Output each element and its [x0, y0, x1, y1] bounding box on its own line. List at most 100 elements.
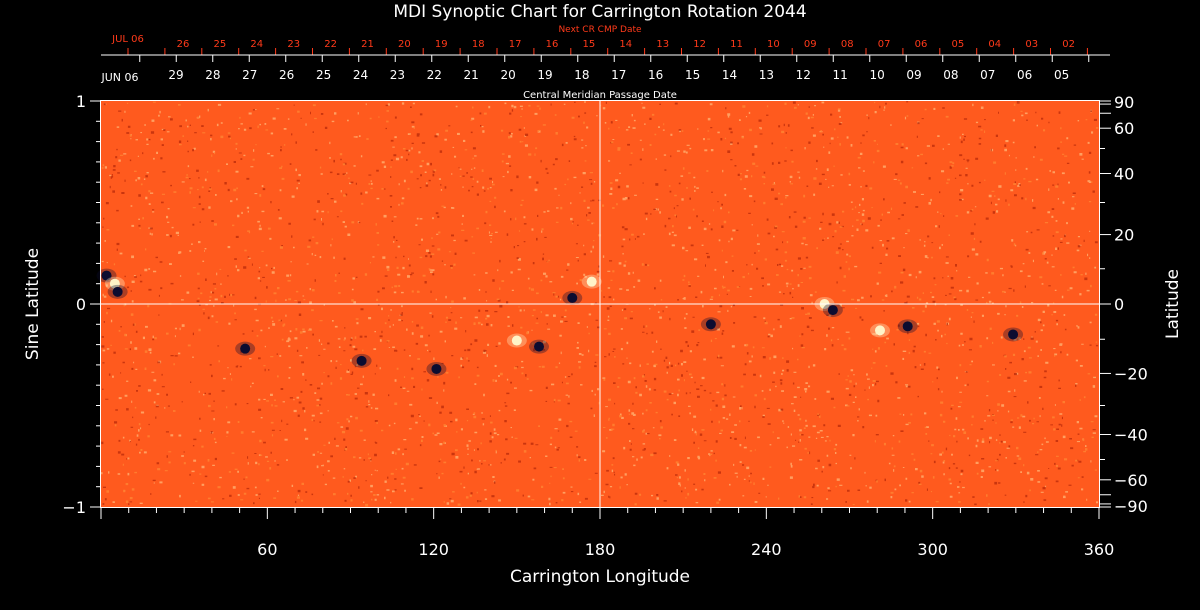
cmp-date-label: 23: [390, 68, 405, 82]
cmp-date-label: 20: [500, 68, 515, 82]
y-right-tick-label: −60: [1114, 471, 1148, 490]
cmp-date-label: 22: [427, 68, 442, 82]
next-cmp-date-label: 25: [214, 39, 227, 50]
next-cmp-date-label: 05: [952, 39, 965, 50]
next-cmp-date-label: 21: [361, 39, 374, 50]
active-region-negative: [567, 292, 578, 303]
x-tick-label: 180: [585, 540, 616, 559]
next-cmp-axis-title: Next CR CMP Date: [558, 25, 642, 35]
cmp-date-label: 15: [685, 68, 700, 82]
x-axis-label: Carrington Longitude: [510, 567, 690, 587]
cmp-date-label: 09: [906, 68, 921, 82]
cmp-start-label: JUN 06: [100, 71, 138, 84]
y-right-tick-label: 0: [1114, 295, 1124, 314]
next-cmp-date-label: 19: [435, 39, 448, 50]
x-tick-label: 120: [418, 540, 449, 559]
next-cmp-date-label: 02: [1062, 39, 1075, 50]
y-right-tick-label: −40: [1114, 425, 1148, 444]
cmp-date-label: 16: [648, 68, 663, 82]
cmp-date-label: 29: [168, 68, 183, 82]
next-cmp-date-label: 09: [804, 39, 817, 50]
magnetogram-plot: [96, 100, 1100, 508]
x-tick-label: 300: [917, 540, 948, 559]
cmp-date-label: 25: [316, 68, 331, 82]
cmp-axis: 29 28 27 26 25 24 23 22 21 20 19 18 17 16 15 14 13 12 11 10…: [101, 54, 1110, 82]
y-right-tick-label: −90: [1114, 497, 1148, 516]
next-cmp-date-label: 17: [509, 39, 522, 50]
next-cmp-date-label: 07: [878, 39, 891, 50]
cmp-date-label: 24: [353, 68, 368, 82]
active-region-negative: [101, 270, 112, 281]
active-region-positive: [874, 325, 885, 336]
next-cmp-date-label: 06: [915, 39, 928, 50]
cmp-date-label: 18: [574, 68, 589, 82]
y-axis-right: 90 60 40 20 0 −20 −40 −60 −90: [1099, 93, 1148, 516]
active-region-positive: [586, 276, 597, 287]
x-tick-label: 360: [1084, 540, 1115, 559]
y-right-tick-label: 90: [1114, 93, 1134, 112]
y-right-tick-label: −20: [1114, 364, 1148, 383]
cmp-date-label: 06: [1017, 68, 1032, 82]
texture-dark: [101, 101, 1099, 506]
y-left-tick-label: 1: [76, 92, 86, 111]
next-cmp-date-label: 24: [250, 39, 263, 50]
cmp-date-label: 19: [537, 68, 552, 82]
active-region-negative: [534, 341, 545, 352]
cmp-date-label: 14: [722, 68, 737, 82]
next-cmp-axis: 26 25 24 23 22 21 20 19 18 17 16 15 14 13 12 11 10 09 08 07…: [101, 39, 1100, 56]
cmp-date-label: 08: [943, 68, 958, 82]
next-cmp-date-label: 11: [730, 39, 743, 50]
next-cmp-date-label: 10: [767, 39, 780, 50]
y-left-tick-label: 0: [76, 295, 86, 314]
next-cmp-date-label: 08: [841, 39, 854, 50]
y-axis-right-label: Latitude: [1163, 269, 1183, 339]
cmp-date-label: 17: [611, 68, 626, 82]
active-region-negative: [902, 321, 913, 332]
next-cmp-date-label: 04: [988, 39, 1001, 50]
next-cmp-date-label: 18: [472, 39, 485, 50]
next-cmp-date-label: 03: [1025, 39, 1038, 50]
next-cmp-date-label: 16: [546, 39, 559, 50]
next-cmp-date-label: 23: [287, 39, 300, 50]
cmp-date-label: 21: [464, 68, 479, 82]
cmp-date-label: 11: [833, 68, 848, 82]
next-cmp-date-label: 22: [324, 39, 337, 50]
cmp-date-label: 28: [205, 68, 220, 82]
cmp-date-label: 13: [759, 68, 774, 82]
active-regions: [96, 268, 1024, 376]
active-region-negative: [827, 305, 838, 316]
cmp-date-label: 10: [869, 68, 884, 82]
cmp-axis-title: Central Meridian Passage Date: [523, 90, 677, 101]
x-tick-label: 240: [751, 540, 782, 559]
cmp-date-label: 12: [796, 68, 811, 82]
next-cmp-date-label: 14: [619, 39, 632, 50]
active-region-negative: [431, 363, 442, 374]
active-region-negative: [112, 286, 123, 297]
y-axis-left: 1 0 −1: [62, 92, 101, 517]
active-region-negative: [356, 355, 367, 366]
y-axis-left-label: Sine Latitude: [23, 248, 43, 360]
x-tick-label: 60: [257, 540, 277, 559]
y-left-tick-label: −1: [62, 498, 86, 517]
y-right-tick-label: 60: [1114, 119, 1134, 138]
active-region-negative: [705, 319, 716, 330]
next-cmp-date-label: 12: [693, 39, 706, 50]
active-region-positive: [109, 278, 120, 289]
y-right-tick-label: 40: [1114, 165, 1134, 184]
next-cmp-start-label: JUL 06: [111, 34, 144, 45]
cmp-date-label: 05: [1054, 68, 1069, 82]
cmp-date-label: 26: [279, 68, 294, 82]
active-region-negative: [1008, 329, 1019, 340]
next-cmp-date-label: 13: [656, 39, 669, 50]
x-axis: 60 120 180 240 300 360: [100, 507, 1115, 559]
y-right-tick-label: 20: [1114, 226, 1134, 245]
active-region-negative: [240, 343, 251, 354]
next-cmp-date-label: 15: [583, 39, 596, 50]
field-texture: [101, 101, 1099, 507]
next-cmp-date-label: 20: [398, 39, 411, 50]
cmp-date-label: 27: [242, 68, 257, 82]
next-cmp-date-label: 26: [177, 39, 190, 50]
cmp-date-label: 07: [980, 68, 995, 82]
active-region-positive: [511, 335, 522, 346]
